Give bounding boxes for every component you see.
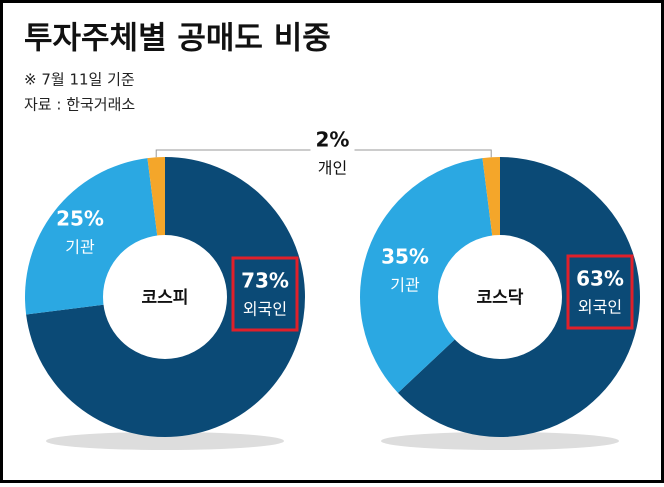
center-label: 코스피: [142, 288, 189, 308]
value-label: 35%: [381, 245, 429, 269]
pie-slice: [359, 158, 500, 393]
shadow: [46, 432, 284, 450]
category-label: 개인: [318, 159, 347, 178]
category-label: 기관: [65, 238, 95, 257]
category-label: 외국인: [578, 298, 622, 317]
category-label: 외국인: [243, 300, 287, 319]
donut-hole: [103, 235, 227, 359]
note: ※ 7월 11일 기준: [24, 71, 135, 89]
highlight-box: [566, 254, 634, 330]
callout-line: [155, 149, 492, 158]
value-label: 63%: [576, 267, 624, 291]
category-label: 기관: [390, 276, 420, 295]
value-label: 2%: [316, 128, 350, 152]
highlight-box: [231, 256, 299, 332]
source: 자료 : 한국거래소: [24, 96, 135, 114]
shadow: [381, 432, 619, 450]
title: 투자주체별 공매도 비중: [24, 21, 331, 57]
value-label: 73%: [241, 269, 289, 293]
value-label: 25%: [56, 207, 104, 231]
center-label: 코스닥: [477, 288, 524, 308]
donut-hole: [438, 235, 562, 359]
